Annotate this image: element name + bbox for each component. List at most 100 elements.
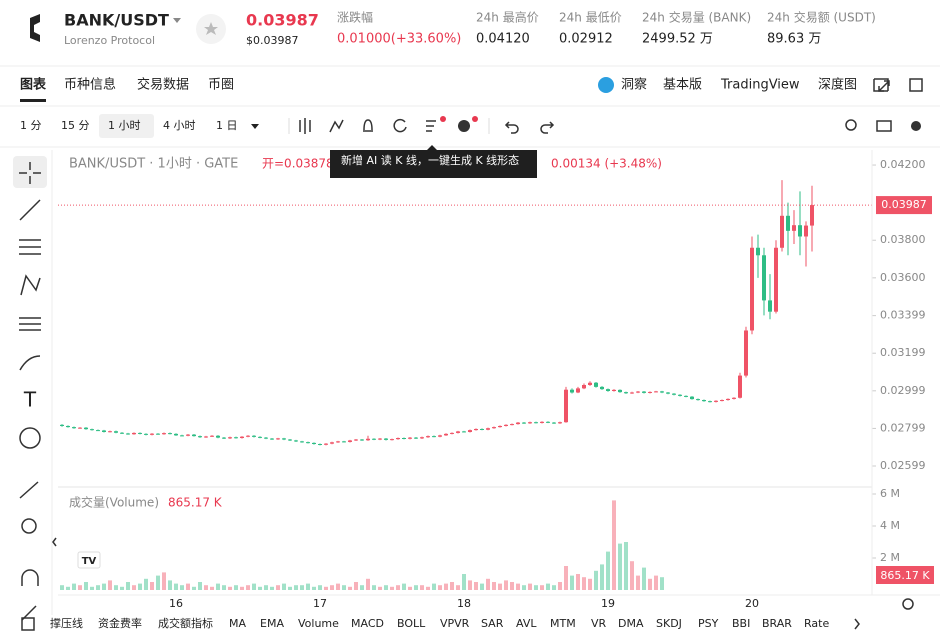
candle-body	[492, 427, 496, 429]
candle-body	[708, 401, 712, 403]
tab[interactable]: 币种信息	[64, 77, 116, 93]
candle-body	[570, 389, 574, 393]
interval[interactable]: 15 分	[61, 119, 90, 132]
indicator[interactable]: 资金费率	[98, 616, 142, 630]
volume-bar	[450, 582, 454, 590]
y-tick-label: 0.03399	[880, 309, 926, 322]
crosshair-tool[interactable]	[19, 162, 41, 184]
settings-icon[interactable]	[911, 121, 921, 131]
volume-bar	[408, 586, 412, 590]
candle-body	[228, 437, 232, 439]
candle-body	[114, 431, 118, 433]
right-tab[interactable]: 洞察	[621, 78, 647, 93]
indicator[interactable]: VPVR	[440, 617, 470, 630]
right-tab[interactable]: TradingView	[720, 78, 800, 93]
candle-body	[684, 395, 688, 397]
stat-value: 89.63 万	[767, 32, 821, 47]
indicator[interactable]: AVL	[516, 617, 537, 630]
replay-icon[interactable]	[393, 118, 407, 133]
indicator[interactable]: SKDJ	[656, 617, 682, 630]
candle-body	[270, 438, 274, 440]
tab[interactable]: 图表	[20, 77, 47, 93]
add-icon[interactable]	[458, 120, 470, 132]
interval[interactable]: 4 小时	[163, 119, 196, 132]
candle-body	[588, 382, 592, 385]
interval[interactable]: 1 分	[20, 119, 42, 132]
brush-tool[interactable]	[19, 355, 41, 371]
volume-bar	[378, 586, 382, 590]
candle-body	[480, 428, 484, 430]
candle-body	[318, 444, 322, 446]
candle-body	[96, 430, 100, 432]
candle-icon[interactable]	[299, 118, 311, 134]
volume-bar	[636, 575, 640, 590]
text-tool[interactable]: T	[23, 388, 37, 412]
indicator[interactable]: Volume	[298, 617, 339, 630]
axis-settings[interactable]	[902, 598, 914, 610]
pattern-tool[interactable]	[20, 274, 41, 296]
alert-icon[interactable]	[363, 119, 373, 132]
candle-body	[660, 391, 664, 393]
indicator[interactable]: BRAR	[762, 617, 792, 630]
indicator[interactable]: SAR	[481, 617, 504, 630]
line-tool[interactable]	[19, 199, 41, 221]
candle-body	[342, 441, 346, 443]
magnet-tool[interactable]	[21, 569, 39, 586]
zoom-tool[interactable]	[21, 518, 37, 534]
indicator-icon[interactable]	[329, 119, 344, 133]
window-icon[interactable]	[909, 78, 923, 92]
volume-bar	[180, 585, 184, 590]
expand-icon[interactable]	[878, 80, 890, 92]
volume-bar	[534, 585, 538, 590]
collapse[interactable]	[52, 537, 57, 547]
tab[interactable]: 交易数据	[137, 77, 189, 93]
volume-bar	[582, 577, 586, 590]
indicator[interactable]: VR	[591, 617, 607, 630]
dropdown[interactable]	[173, 18, 181, 23]
volume-bar	[78, 585, 82, 590]
indicator[interactable]: DMA	[618, 617, 644, 630]
indicator[interactable]: Rate	[804, 617, 829, 630]
ruler-tool[interactable]	[19, 481, 39, 499]
indicator[interactable]: MA	[229, 617, 246, 630]
undo-icon[interactable]	[504, 121, 519, 134]
tabs: 图表 币种信息 交易数据 币圈 洞察 基本版 TradingView 深度图	[20, 77, 857, 93]
right-tab[interactable]: 深度图	[818, 77, 857, 93]
interval[interactable]: 1 日	[216, 119, 238, 132]
volume-bar	[354, 582, 358, 590]
pair[interactable]: BANK/USDT	[64, 11, 169, 30]
volume-bar	[594, 570, 598, 590]
right-tab[interactable]: 基本版	[663, 78, 702, 93]
indicator[interactable]: MTM	[550, 617, 576, 630]
indicator[interactable]: EMA	[260, 617, 284, 630]
dropdown[interactable]	[251, 124, 259, 129]
tab[interactable]: 币圈	[208, 78, 234, 93]
redo-icon[interactable]	[540, 121, 555, 134]
candle-body	[102, 430, 106, 432]
template-icon[interactable]	[426, 120, 436, 132]
stat-label: 24h 交易额 (USDT)	[767, 10, 876, 25]
fib-tool[interactable]	[19, 317, 41, 331]
volume-bar	[510, 582, 514, 590]
interval[interactable]: 1 小时	[108, 119, 141, 132]
candle-body	[300, 441, 304, 443]
volume-bar	[258, 586, 262, 590]
indicator[interactable]: 撑压线	[50, 616, 83, 630]
indicator[interactable]: MACD	[351, 617, 384, 630]
indicator[interactable]: PSY	[698, 617, 719, 630]
volume-bar	[288, 586, 292, 590]
search-icon[interactable]	[845, 119, 857, 131]
indicators: 撑压线 资金费率 成交额指标 MA EMA Volume MACD BOLL VPVR SAR AV…	[50, 616, 829, 630]
candle-body	[150, 433, 154, 435]
emoji-tool[interactable]	[19, 427, 41, 449]
indicator[interactable]: BBI	[732, 617, 750, 630]
candle-body	[750, 247, 754, 331]
camera-icon[interactable]	[876, 120, 892, 132]
indicator[interactable]: 成交额指标	[158, 616, 213, 630]
indicator-icon[interactable]	[21, 617, 35, 631]
volume-value: 865.17 K	[168, 496, 223, 510]
volume-bar	[126, 582, 130, 590]
channel-tool[interactable]	[19, 239, 41, 255]
indicator[interactable]: BOLL	[397, 617, 426, 630]
scroll-right[interactable]	[854, 618, 860, 630]
